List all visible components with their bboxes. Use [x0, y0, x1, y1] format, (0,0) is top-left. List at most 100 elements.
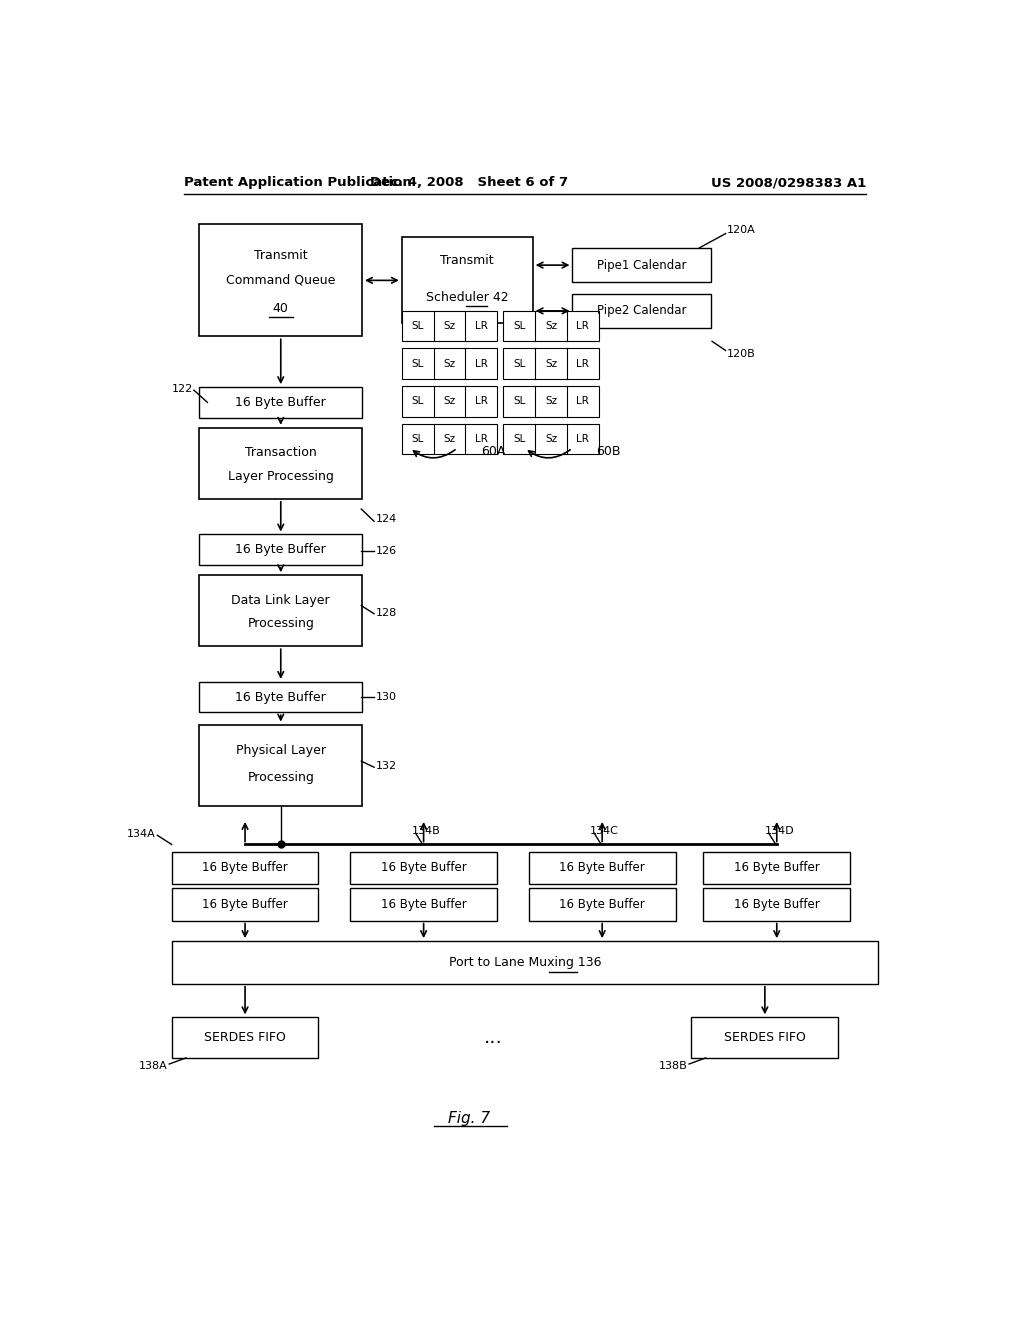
Bar	[691, 1018, 839, 1057]
Text: SL: SL	[513, 359, 525, 368]
Text: Sz: Sz	[443, 321, 456, 331]
Text: ...: ...	[483, 1028, 503, 1047]
Text: Command Queue: Command Queue	[226, 273, 336, 286]
Text: 126: 126	[376, 545, 396, 556]
Text: SL: SL	[412, 396, 424, 407]
Text: 16 Byte Buffer: 16 Byte Buffer	[734, 898, 819, 911]
Text: Processing: Processing	[248, 771, 314, 784]
Bar	[200, 682, 362, 713]
Text: Transaction: Transaction	[245, 446, 316, 459]
Bar	[172, 851, 318, 884]
Text: SL: SL	[513, 396, 525, 407]
Text: 120A: 120A	[727, 224, 756, 235]
Bar	[200, 428, 362, 499]
Text: 134B: 134B	[412, 826, 440, 837]
Bar	[200, 387, 362, 417]
Text: Sz: Sz	[443, 359, 456, 368]
Text: SL: SL	[412, 359, 424, 368]
Text: SL: SL	[513, 321, 525, 331]
Bar	[200, 535, 362, 565]
Text: 60B: 60B	[596, 445, 621, 458]
Text: 134D: 134D	[765, 826, 795, 837]
Text: 122: 122	[172, 384, 194, 395]
Text: 16 Byte Buffer: 16 Byte Buffer	[202, 862, 288, 874]
Text: Layer Processing: Layer Processing	[227, 470, 334, 483]
Text: Pipe2 Calendar: Pipe2 Calendar	[597, 305, 687, 317]
Bar	[703, 851, 850, 884]
Bar	[504, 312, 599, 342]
Text: 16 Byte Buffer: 16 Byte Buffer	[559, 898, 645, 911]
Bar	[350, 851, 497, 884]
Bar	[401, 236, 532, 323]
Text: 138A: 138A	[139, 1061, 168, 1071]
Text: SL: SL	[513, 434, 525, 444]
Text: Sz: Sz	[545, 434, 557, 444]
Text: 60A: 60A	[481, 445, 506, 458]
Text: Sz: Sz	[443, 434, 456, 444]
Bar	[401, 348, 497, 379]
Text: LR: LR	[475, 434, 487, 444]
Bar	[504, 385, 599, 417]
Text: SL: SL	[412, 434, 424, 444]
Text: Sz: Sz	[545, 359, 557, 368]
Text: 124: 124	[376, 515, 397, 524]
Text: LR: LR	[577, 321, 589, 331]
Text: Scheduler 42: Scheduler 42	[426, 290, 509, 304]
Bar	[401, 385, 497, 417]
Bar	[172, 888, 318, 921]
Text: Processing: Processing	[248, 616, 314, 630]
Text: Patent Application Publication: Patent Application Publication	[183, 177, 412, 189]
Text: SERDES FIFO: SERDES FIFO	[204, 1031, 286, 1044]
Text: SERDES FIFO: SERDES FIFO	[724, 1031, 806, 1044]
Text: US 2008/0298383 A1: US 2008/0298383 A1	[711, 177, 866, 189]
Text: SL: SL	[412, 321, 424, 331]
Bar	[528, 888, 676, 921]
Text: 16 Byte Buffer: 16 Byte Buffer	[202, 898, 288, 911]
Text: Transmit: Transmit	[254, 249, 307, 263]
Text: Physical Layer: Physical Layer	[236, 744, 326, 758]
Text: LR: LR	[577, 434, 589, 444]
Text: LR: LR	[475, 359, 487, 368]
Text: 138B: 138B	[658, 1061, 687, 1071]
Text: 16 Byte Buffer: 16 Byte Buffer	[381, 898, 467, 911]
Text: LR: LR	[577, 359, 589, 368]
Text: 134A: 134A	[127, 829, 156, 840]
Text: Port to Lane Muxing 136: Port to Lane Muxing 136	[449, 956, 601, 969]
Text: 16 Byte Buffer: 16 Byte Buffer	[236, 690, 326, 704]
Bar	[200, 224, 362, 337]
Bar	[200, 576, 362, 647]
Bar	[401, 424, 497, 454]
Text: 16 Byte Buffer: 16 Byte Buffer	[236, 396, 326, 409]
Bar	[572, 293, 712, 329]
Text: 16 Byte Buffer: 16 Byte Buffer	[236, 544, 326, 556]
Text: 16 Byte Buffer: 16 Byte Buffer	[734, 862, 819, 874]
Text: Transmit: Transmit	[440, 255, 494, 268]
Bar	[350, 888, 497, 921]
Text: 40: 40	[272, 302, 289, 314]
Bar	[572, 248, 712, 282]
Text: LR: LR	[475, 396, 487, 407]
Bar	[703, 888, 850, 921]
Text: 134C: 134C	[590, 826, 620, 837]
Text: Pipe1 Calendar: Pipe1 Calendar	[597, 259, 687, 272]
Bar	[528, 851, 676, 884]
Text: Sz: Sz	[443, 396, 456, 407]
Bar	[172, 1018, 318, 1057]
Text: Data Link Layer: Data Link Layer	[231, 594, 330, 606]
Text: 16 Byte Buffer: 16 Byte Buffer	[381, 862, 467, 874]
Text: 16 Byte Buffer: 16 Byte Buffer	[559, 862, 645, 874]
Text: 130: 130	[376, 692, 396, 702]
Bar	[200, 725, 362, 805]
Text: Fig. 7: Fig. 7	[449, 1111, 490, 1126]
Text: 128: 128	[376, 607, 397, 618]
Text: 120B: 120B	[727, 348, 756, 359]
Text: 132: 132	[376, 762, 396, 771]
Text: LR: LR	[577, 396, 589, 407]
Text: Dec. 4, 2008   Sheet 6 of 7: Dec. 4, 2008 Sheet 6 of 7	[371, 177, 568, 189]
Text: Sz: Sz	[545, 321, 557, 331]
Text: Sz: Sz	[545, 396, 557, 407]
Bar	[401, 312, 497, 342]
Bar	[504, 348, 599, 379]
Text: LR: LR	[475, 321, 487, 331]
Bar	[172, 941, 878, 983]
